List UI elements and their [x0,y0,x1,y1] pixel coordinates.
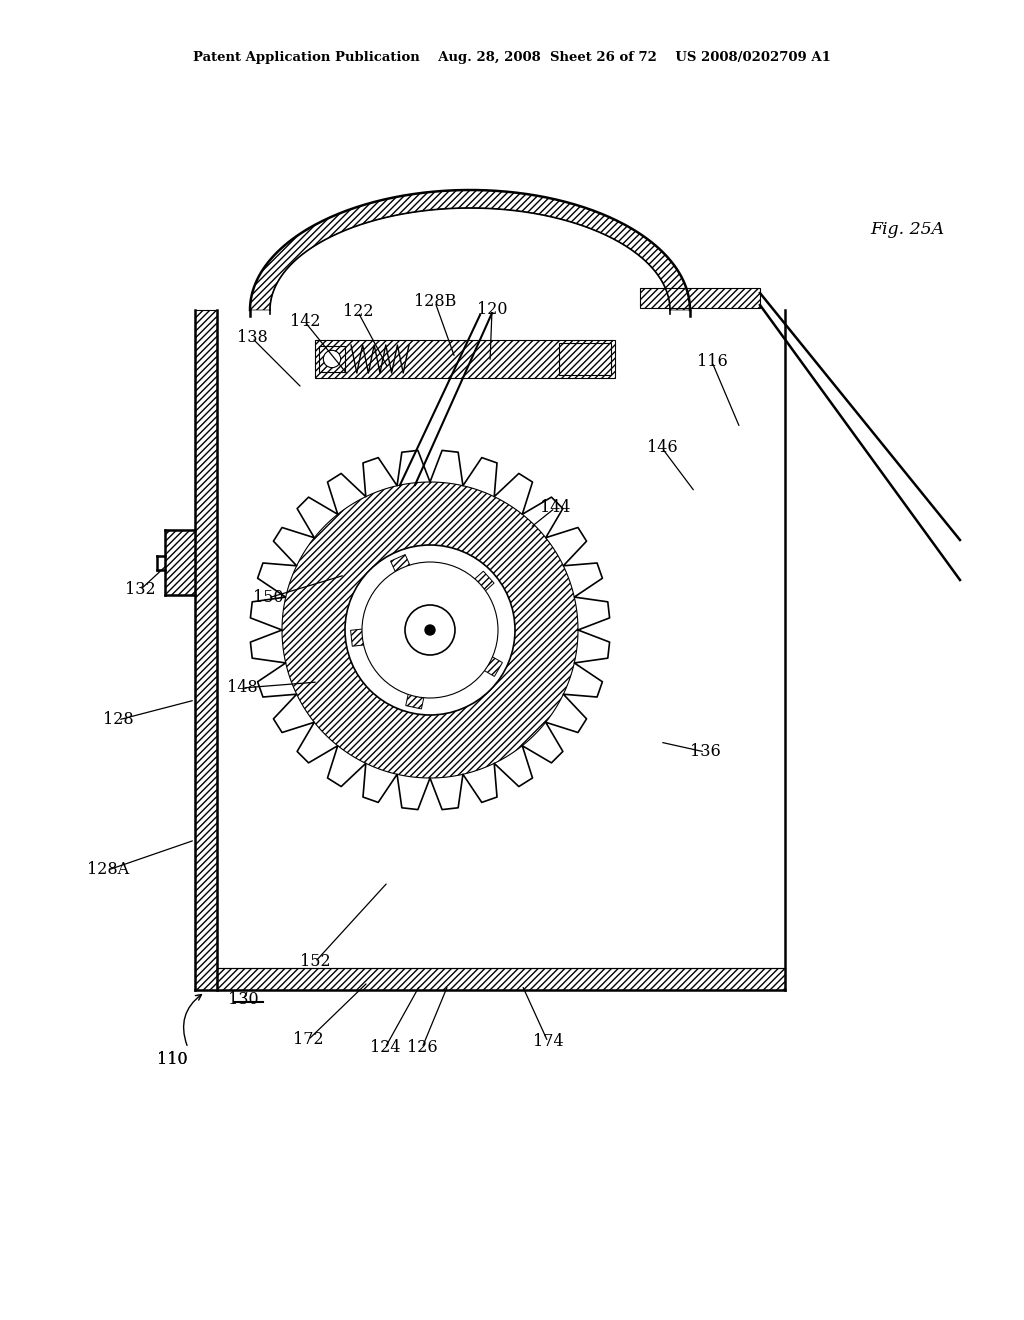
Circle shape [324,350,341,368]
Text: 126: 126 [407,1040,437,1056]
Polygon shape [350,624,406,647]
Circle shape [362,562,498,698]
Text: 116: 116 [696,354,727,371]
Bar [217,968,785,990]
Text: 128A: 128A [87,862,129,879]
Polygon shape [406,653,432,709]
Bar [165,531,195,595]
Text: Fig. 25A: Fig. 25A [870,222,944,239]
Text: 132: 132 [125,582,156,598]
Bar [319,346,345,372]
Bar [315,341,615,378]
Text: 172: 172 [293,1031,324,1048]
Text: 110: 110 [157,1052,187,1068]
Bar [559,343,611,375]
Polygon shape [390,554,427,610]
Text: 146: 146 [647,440,677,457]
Text: 150: 150 [253,590,284,606]
Polygon shape [443,572,494,619]
Text: 138: 138 [237,330,267,346]
Text: 110: 110 [157,1052,187,1068]
Text: 124: 124 [370,1040,400,1056]
Text: 136: 136 [689,743,720,760]
Text: 122: 122 [343,304,374,321]
Text: 152: 152 [300,953,331,970]
Circle shape [425,624,435,635]
Circle shape [345,545,515,715]
Bar [640,288,760,308]
Polygon shape [250,190,690,310]
Circle shape [406,605,455,655]
Text: 128B: 128B [414,293,456,310]
Text: 174: 174 [532,1034,563,1051]
Polygon shape [447,635,503,676]
Text: 128: 128 [102,711,133,729]
Text: 148: 148 [226,680,257,697]
Text: Patent Application Publication    Aug. 28, 2008  Sheet 26 of 72    US 2008/02027: Patent Application Publication Aug. 28, … [194,51,830,65]
Bar [195,310,217,990]
Polygon shape [282,482,578,777]
Text: 130: 130 [227,991,258,1008]
Text: 142: 142 [290,314,321,330]
Text: 120: 120 [477,301,507,318]
Text: 144: 144 [540,499,570,516]
